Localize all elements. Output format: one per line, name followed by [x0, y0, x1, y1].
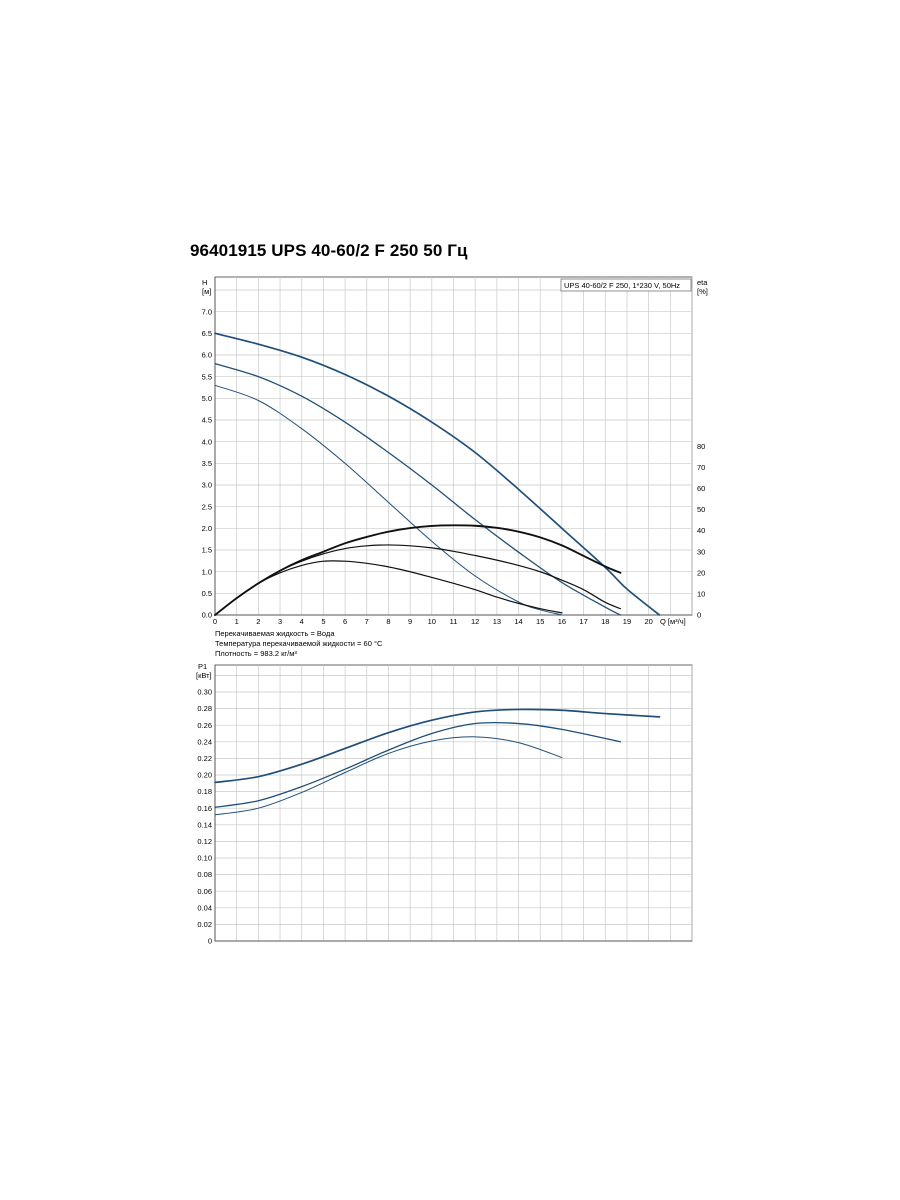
note-density: Плотность = 983.2 кг/м³	[215, 649, 297, 658]
head-y-tick-label: 4.0	[202, 437, 212, 446]
power-axes: 0 0.02 0.04 0.06 0.08 0.10 0.12 0.14 0.16 0.18 0.2…	[196, 662, 692, 946]
power-curve-speed-3	[214, 708, 661, 784]
head-x-tick-label: 4	[300, 617, 304, 626]
eta-y-tick-label: 70	[697, 463, 705, 472]
head-y-tick-label: 0.0	[202, 611, 212, 620]
power-y-tick-label: 0.02	[197, 920, 212, 929]
head-x-tick-label: 5	[321, 617, 325, 626]
head-x-tick-label: 2	[256, 617, 260, 626]
eta-y-tick-label: 80	[697, 442, 705, 451]
power-y-axis-unit: [кВт]	[196, 671, 212, 680]
power-grid	[214, 664, 693, 942]
head-y-tick-label: 1.5	[202, 546, 212, 555]
chart-title: 96401915 UPS 40-60/2 F 250 50 Гц	[190, 241, 468, 260]
power-y-tick-label: 0.18	[197, 787, 212, 796]
head-curve-speed-1	[214, 384, 563, 616]
head-y-tick-label: 2.5	[202, 502, 212, 511]
eta-y-tick-label: 50	[697, 505, 705, 514]
head-x-tick-label: 9	[408, 617, 412, 626]
power-y-tick-label: 0.26	[197, 721, 212, 730]
head-y-tick-label: 2.0	[202, 524, 212, 533]
power-curve-speed-1	[214, 736, 563, 816]
head-y-tick-label: 5.0	[202, 394, 212, 403]
power-curves	[214, 708, 661, 816]
power-y-tick-label: 0.30	[197, 688, 212, 697]
head-x-tick-label: 8	[386, 617, 390, 626]
head-curve-speed-3	[214, 332, 661, 616]
head-y-tick-label: 6.5	[202, 329, 212, 338]
head-y-tick-label: 7.0	[202, 307, 212, 316]
power-y-tick-label: 0.22	[197, 754, 212, 763]
head-y-axis-label: H	[202, 278, 207, 287]
power-y-axis-label: P1	[198, 662, 207, 671]
power-y-tick-label: 0.20	[197, 771, 212, 780]
head-x-tick-label: 14	[514, 617, 522, 626]
eta-y-tick-label: 30	[697, 547, 705, 556]
head-x-tick-label: 0	[213, 617, 217, 626]
head-x-tick-label: 11	[450, 617, 458, 626]
note-temperature: Температура перекачиваемой жидкости = 60…	[215, 639, 383, 648]
power-y-tick-label: 0.04	[197, 903, 212, 912]
eta-curve-speed-2	[214, 544, 622, 616]
legend-box	[560, 278, 692, 292]
head-curve-speed-2	[214, 363, 622, 616]
power-y-tick-label: 0.24	[197, 737, 212, 746]
head-y-tick-label: 1.0	[202, 567, 212, 576]
power-y-tick-label: 0.14	[197, 820, 212, 829]
eta-y-axis-unit: [%]	[697, 287, 708, 296]
eta-y-tick-label: 10	[697, 590, 705, 599]
head-y-tick-label: 3.5	[202, 459, 212, 468]
head-x-tick-label: 19	[623, 617, 631, 626]
legend-box-text: UPS 40-60/2 F 250, 1*230 V, 50Hz	[564, 281, 680, 290]
head-x-tick-label: 16	[558, 617, 566, 626]
eta-y-tick-label: 0	[697, 611, 701, 620]
head-y-tick-label: 0.5	[202, 589, 212, 598]
power-y-tick-label: 0.12	[197, 837, 212, 846]
head-x-axis-label: Q [м³/ч]	[660, 617, 686, 626]
head-y-axis-unit: [м]	[202, 287, 211, 296]
eta-curve-speed-1	[214, 560, 563, 616]
head-x-tick-label: 10	[428, 617, 436, 626]
head-curves	[214, 332, 661, 616]
head-x-tick-label: 1	[235, 617, 239, 626]
head-grid	[214, 276, 693, 616]
head-x-tick-label: 17	[579, 617, 587, 626]
power-y-tick-label: 0.08	[197, 870, 212, 879]
eta-y-tick-label: 20	[697, 568, 705, 577]
power-y-tick-label: 0.06	[197, 887, 212, 896]
head-y-tick-label: 5.5	[202, 372, 212, 381]
head-x-tick-label: 6	[343, 617, 347, 626]
eta-y-tick-label: 40	[697, 526, 705, 535]
power-y-tick-label: 0	[208, 937, 212, 946]
eta-y-axis-label: eta	[697, 278, 708, 287]
note-fluid: Перекачиваемая жидкость = Вода	[215, 629, 335, 638]
head-x-tick-label: 12	[471, 617, 479, 626]
eta-y-tick-label: 60	[697, 484, 705, 493]
head-x-tick-label: 3	[278, 617, 282, 626]
head-x-tick-label: 18	[601, 617, 609, 626]
head-x-tick-label: 13	[493, 617, 501, 626]
power-curve-speed-2	[214, 721, 622, 809]
power-y-tick-label: 0.28	[197, 704, 212, 713]
head-y-tick-label: 4.5	[202, 416, 212, 425]
head-y-tick-label: 3.0	[202, 481, 212, 490]
power-y-tick-label: 0.16	[197, 804, 212, 813]
head-x-tick-label: 20	[644, 617, 652, 626]
head-x-tick-label: 15	[536, 617, 544, 626]
head-x-tick-label: 7	[365, 617, 369, 626]
head-y-tick-label: 6.0	[202, 351, 212, 360]
power-y-tick-label: 0.10	[197, 854, 212, 863]
